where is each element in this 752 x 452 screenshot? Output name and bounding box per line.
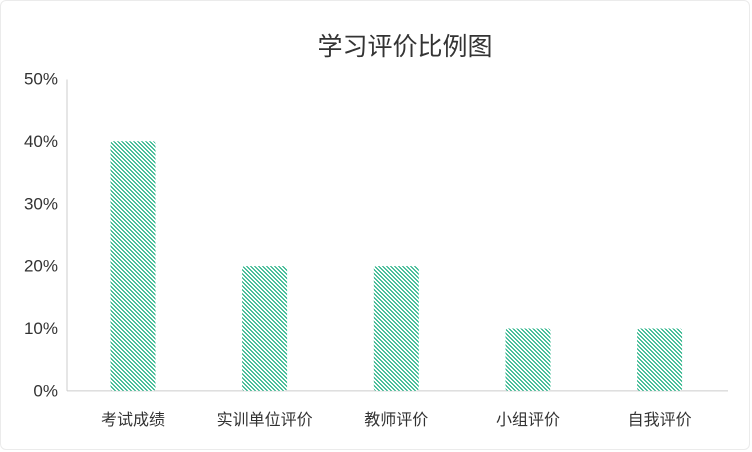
svg-text:教师评价: 教师评价 bbox=[364, 411, 428, 429]
svg-text:自我评价: 自我评价 bbox=[628, 411, 692, 429]
svg-text:小组评价: 小组评价 bbox=[496, 411, 560, 429]
svg-text:考试成绩: 考试成绩 bbox=[101, 411, 165, 429]
svg-text:30%: 30% bbox=[24, 194, 58, 213]
svg-text:20%: 20% bbox=[24, 257, 58, 276]
svg-text:40%: 40% bbox=[24, 132, 58, 151]
svg-text:50%: 50% bbox=[24, 70, 58, 89]
svg-text:实训单位评价: 实训单位评价 bbox=[217, 411, 313, 429]
svg-text:10%: 10% bbox=[24, 319, 58, 338]
svg-text:0%: 0% bbox=[33, 382, 58, 401]
